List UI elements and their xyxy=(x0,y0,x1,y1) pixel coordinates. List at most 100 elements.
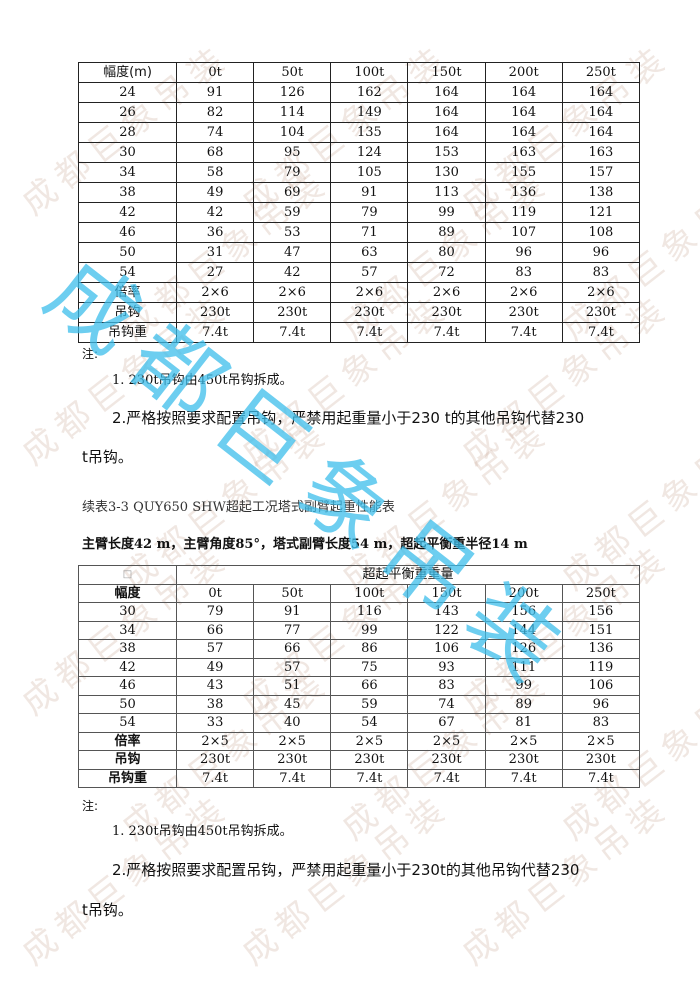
table-cell: 250t xyxy=(561,62,641,83)
table-cell: 155 xyxy=(484,162,563,183)
table-cell: 164 xyxy=(484,102,563,123)
note-1: 1. 230t吊钩由450t吊钩拆成。 xyxy=(112,373,293,388)
table-cell: 93 xyxy=(407,657,486,677)
table-cell: 67 xyxy=(407,713,486,733)
table-cell: 150t xyxy=(407,583,486,603)
table-cell: 96 xyxy=(561,694,641,714)
table-cell: 91 xyxy=(175,82,255,103)
table-cell: 95 xyxy=(253,142,332,163)
table-row: 46 43 51 66 83 99 106 xyxy=(78,676,641,696)
table-cell: 164 xyxy=(484,122,563,143)
table-cell: 2×6 xyxy=(561,282,641,303)
table-cell: 230t xyxy=(175,302,255,323)
table-cell: 7.4t xyxy=(561,768,641,788)
table-cell: 24 xyxy=(78,82,177,103)
table-cell: 42 xyxy=(175,202,255,223)
table-cell: 124 xyxy=(330,142,409,163)
table-cell: 164 xyxy=(561,122,641,143)
table-cell: 79 xyxy=(253,162,332,183)
table-row: 26 82 114 149 164 164 164 xyxy=(78,102,641,123)
table-cell: 2×5 xyxy=(253,731,332,751)
table-cell: 59 xyxy=(330,694,409,714)
table-row: 50 31 47 63 80 96 96 xyxy=(78,242,641,263)
table-cell: 83 xyxy=(407,676,486,696)
table-cell: 106 xyxy=(407,639,486,659)
table-cell: 7.4t xyxy=(330,322,409,343)
table-cell: 幅度(m) xyxy=(78,62,177,83)
table-cell: 36 xyxy=(175,222,255,243)
table-row: 54 33 40 54 67 81 83 xyxy=(78,713,641,733)
table-cell: 144 xyxy=(484,620,563,640)
table-cell: 86 xyxy=(330,639,409,659)
table-cell: 57 xyxy=(175,639,255,659)
table-cell: 79 xyxy=(175,602,255,622)
table-cell: 38 xyxy=(78,639,177,659)
table-cell: 72 xyxy=(407,262,486,283)
table-cell: 50t xyxy=(253,62,332,83)
table-cell: 34 xyxy=(78,162,177,183)
table-cell: 116 xyxy=(330,602,409,622)
table-cell: 2×6 xyxy=(330,282,409,303)
table-cell: 153 xyxy=(407,142,486,163)
note-2: 2.严格按照要求配置吊钩，严禁用起重量小于230 t的其他吊钩代替230 xyxy=(112,409,585,427)
table-cell: 42 xyxy=(253,262,332,283)
table-cell: 50 xyxy=(78,694,177,714)
table-cell: 230t xyxy=(407,750,486,770)
table-cell: 吊钩重 xyxy=(78,768,177,788)
table-cell: 200t xyxy=(484,62,563,83)
note-2-cont: t吊钩。 xyxy=(82,448,133,466)
table-cell: 77 xyxy=(253,620,332,640)
table-cell: 89 xyxy=(484,694,563,714)
table-cell: 2×6 xyxy=(175,282,255,303)
table-row: 30 68 95 124 153 163 163 xyxy=(78,142,641,163)
table-cell: 99 xyxy=(407,202,486,223)
table-cell: 108 xyxy=(561,222,641,243)
table-cell: 吊钩 xyxy=(78,302,177,323)
table-cell: 151 xyxy=(561,620,641,640)
table-cell: 79 xyxy=(330,202,409,223)
table-row: 吊钩 230t 230t 230t 230t 230t 230t xyxy=(78,750,641,770)
table-cell: 82 xyxy=(175,102,255,123)
table-cell: 50t xyxy=(253,583,332,603)
table-cell: 156 xyxy=(484,602,563,622)
load-table-2: □ 超起平衡重重量 幅度 0t 50t 100t 150t 200t 250t 30 79 91 116… xyxy=(78,565,641,788)
table-cell: 149 xyxy=(330,102,409,123)
table-cell: 107 xyxy=(484,222,563,243)
table-cell: 99 xyxy=(484,676,563,696)
table-cell: 30 xyxy=(78,142,177,163)
table-row: 50 38 45 59 74 89 96 xyxy=(78,694,641,714)
table-cell: 230t xyxy=(484,302,563,323)
table-cell: 114 xyxy=(253,102,332,123)
table-cell: 83 xyxy=(561,713,641,733)
table-cell: 2×5 xyxy=(330,731,409,751)
table-cell: 27 xyxy=(175,262,255,283)
table-cell: 106 xyxy=(561,676,641,696)
table-cell: 143 xyxy=(407,602,486,622)
table-cell: 7.4t xyxy=(407,322,486,343)
table-cell: 163 xyxy=(561,142,641,163)
table-cell: 89 xyxy=(407,222,486,243)
table-cell: 2×5 xyxy=(561,731,641,751)
table-row: 46 36 53 71 89 107 108 xyxy=(78,222,641,243)
table-row: 24 91 126 162 164 164 164 xyxy=(78,82,641,103)
table-cell: 63 xyxy=(330,242,409,263)
table-cell: 7.4t xyxy=(484,322,563,343)
table-cell: 31 xyxy=(175,242,255,263)
note-2-2-cont: t吊钩。 xyxy=(82,901,133,919)
table-cell: 49 xyxy=(175,182,255,203)
table-cell: 83 xyxy=(561,262,641,283)
table-cell: 66 xyxy=(330,676,409,696)
table-cell: 164 xyxy=(407,82,486,103)
table-cell: 42 xyxy=(78,657,177,677)
table-cell: 2×5 xyxy=(175,731,255,751)
table-cell: 57 xyxy=(253,657,332,677)
table-cell: 126 xyxy=(484,639,563,659)
notes-label-2: 注: xyxy=(82,799,99,813)
table-row: 38 57 66 86 106 126 136 xyxy=(78,639,641,659)
table-cell: 7.4t xyxy=(253,322,332,343)
table-cell: 96 xyxy=(484,242,563,263)
table-cell: 230t xyxy=(484,750,563,770)
table-subtitle: 主臂长度42 m，主臂角度85°，塔式副臂长度54 m，超起平衡重半径14 m xyxy=(82,537,528,552)
table-row: 42 42 59 79 99 119 121 xyxy=(78,202,641,223)
table-row: 34 58 79 105 130 155 157 xyxy=(78,162,641,183)
